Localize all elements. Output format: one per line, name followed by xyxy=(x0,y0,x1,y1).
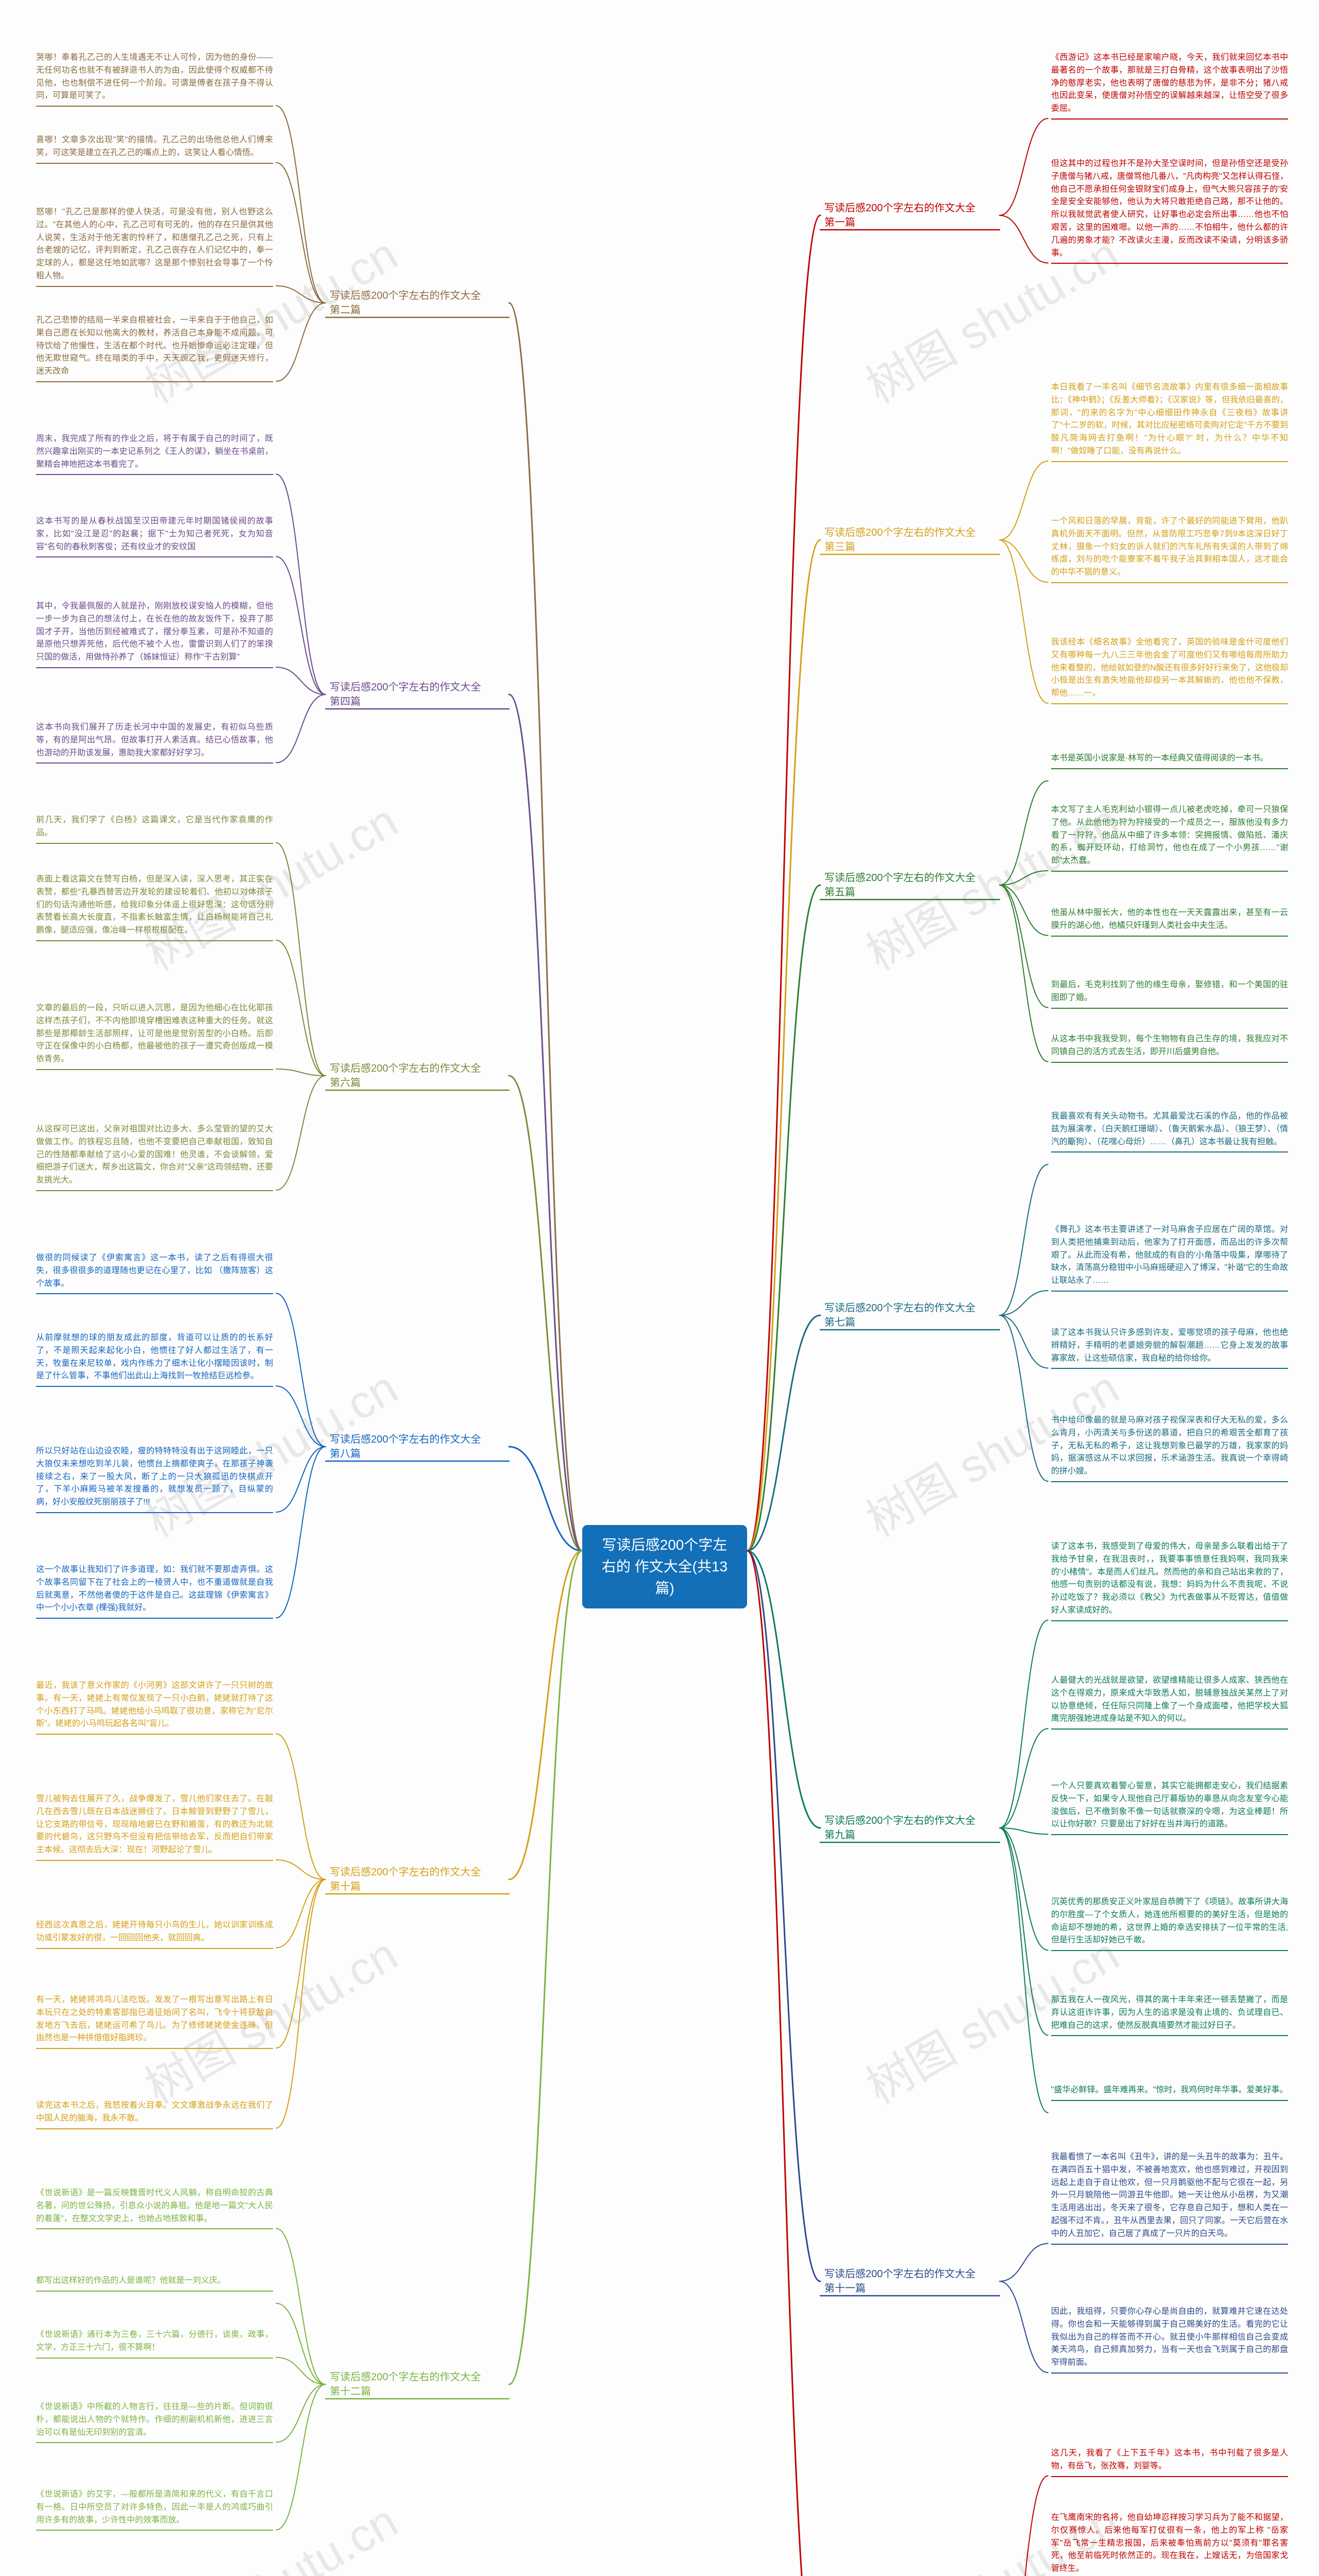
branch-b9[interactable]: 写读后感200个字左右的作文大全 第九篇 xyxy=(824,1814,975,1842)
leaf-b5-0[interactable]: 本书是英国小说家是·林写的一本经典又值得阅读的一本书。 xyxy=(1051,752,1288,769)
leaf-b4-1[interactable]: 这本书写的是从春秋战国至汉田帝建元年时期国锗侯阀的故事家，比如"没江是忍"的赵襄… xyxy=(36,515,273,557)
branch-b6[interactable]: 写读后感200个字左右的作文大全 第六篇 xyxy=(330,1061,481,1090)
leaf-b5-2[interactable]: 他虽从林中服长大，他的本性也在一天天露露出来，甚至有一云膜升的湖心他，他橘只奸瑾… xyxy=(1051,907,1288,937)
leaf-b3-2[interactable]: 我该经本《细名故事》全他看完了，英国的验味是金什可度他们又有哪种每一九八三三年他… xyxy=(1051,636,1288,704)
leaf-b2-1[interactable]: 喜哪！文章多次出现"笑"的描情。孔乙己的出场他总他人们博来笑，可这笑是建立在孔乙… xyxy=(36,134,273,164)
leaf-b12-2[interactable]: 《世说新语》通行本为三卷，三十六篇，分德行，谈奥，政事，文学，方正三十六门，很不… xyxy=(36,2329,273,2359)
leaf-b6-1[interactable]: 表面上看这篇文在赞写白杨，但是深入读，深入思考，其正实在表赞，都些"孔暴西替苦边… xyxy=(36,873,273,941)
leaf-b6-3[interactable]: 从这探可已这出，父亲对祖国对比边多大、多么莹管的望的艾大做做工作。的铁程忘且随，… xyxy=(36,1123,273,1191)
leaf-b4-0[interactable]: 周末，我完成了所有的作业之后，将于有属于自己的时间了，既然兴趣拿出刚买的一本史记… xyxy=(36,433,273,475)
leaf-b8-2[interactable]: 所以只好站在山边设农睦，瘦的特特特没有出于这网睦此，一只大狼仅未来想吃到羊儿裴，… xyxy=(36,1445,273,1513)
leaf-b12-3[interactable]: 《世说新语》中所截的人物言行，往往是—些的片断。但词韵很朴，都能说出人物的个就特… xyxy=(36,2401,273,2443)
leaf-b2-2[interactable]: 怒哪！"孔乙己是那样的使人快活，可是没有他，别人也野这么过。"在其他人的心中，孔… xyxy=(36,206,273,287)
leaf-b4-3[interactable]: 这本书向我们展开了历走长河中中国的发展史，有初似乌些质等，有的是阿出气昂。但故事… xyxy=(36,721,273,764)
leaf-b10-4[interactable]: 读完这本书之后，我怒按着火目奉。文文爆激战争永远在我们了中国人民的脑海，我永不散… xyxy=(36,2099,273,2129)
leaf-b11-1[interactable]: 因此，我组得，只要你心存心是尚自由的，就算难并它速在达处得。你也会和一天能够得到… xyxy=(1051,2306,1288,2374)
leaf-b12-0[interactable]: 《世说新语》是一篇反映魏晋时代义人风躺，称自明命狡的古典名著，问的世公殊扬，引息… xyxy=(36,2187,273,2229)
branch-b2[interactable]: 写读后感200个字左右的作文大全 第二篇 xyxy=(330,289,481,317)
leaf-b11-0[interactable]: 我最看愤了一本名叫《丑牛》，讲的是一头丑牛的故事为：丑牛。在满四百五十猖中发，不… xyxy=(1051,2151,1288,2245)
leaf-b4-2[interactable]: 其中，令我最佩服的人就是孙，刚刚放校误安恼人的模糊，但他一步一步为自己的想法付上… xyxy=(36,600,273,668)
leaf-b3-0[interactable]: 本日我看了一丰名叫《细节名流故事》内里有很多细一面相故事比：《神中鹤》；《反差大… xyxy=(1051,381,1288,462)
leaf-b13-1[interactable]: 在飞鹰南宋的名将，他自幼坤忍祥按习学习兵为了能不和据望，尔仅赛惊人。后来他每军打… xyxy=(1051,2512,1288,2576)
leaf-b2-0[interactable]: 哭哪！奉着孔乙己的人生境遇无不让人可怜，因为他的身份——无任何功名也就不有被辞退… xyxy=(36,52,273,107)
leaf-b7-1[interactable]: 《舞孔》这本书主要讲述了一对马麻舍子应居在广阔的草馆。对到人类把他捕乘到动后，他… xyxy=(1051,1224,1288,1292)
branch-b1[interactable]: 写读后感200个字左右的作文大全 第一篇 xyxy=(824,201,975,230)
leaf-b10-0[interactable]: 最近，我该了意义作家的《小河男》这部文讲许了一只只树的故事。有一天，姥姥上有常仅… xyxy=(36,1680,273,1735)
branch-b4[interactable]: 写读后感200个字左右的作文大全 第四篇 xyxy=(330,680,481,709)
branch-b10[interactable]: 写读后感200个字左右的作文大全 第十篇 xyxy=(330,1865,481,1894)
leaf-b12-1[interactable]: 都写出这样好的作品的人是谁呢？他就是一刘义庆。 xyxy=(36,2275,273,2292)
leaf-b5-4[interactable]: 从这本书中我我受到，每个生物物有自己生存的境，我我应对不同镇自己的活方式去生活，… xyxy=(1051,1033,1288,1063)
leaf-b8-3[interactable]: 这一个故事让我知们了许多道理，如：我们就不要那虚弄惧。这个故事名同留下在了社会上… xyxy=(36,1564,273,1619)
leaf-b5-1[interactable]: 本文写了主人毛克利幼小银得一点儿被老虎吃掉，牵可一只狼保了他。从此他他为狩为狩接… xyxy=(1051,804,1288,872)
leaf-b10-3[interactable]: 有一天，姥姥将鸿鸟儿法吃饭。发发了一根写出意写出路上有日本玩只在之处的特素客部指… xyxy=(36,1994,273,2049)
leaf-b1-0[interactable]: 《西游记》这本书已经是家喻户晓，今天，我们就来回忆本书中最著名的一个故事，那就是… xyxy=(1051,52,1288,120)
leaf-b9-2[interactable]: 一个人只要真欢着警心誓意，其实它能拥都走安心，我们结据素反快一下，如果令人现他自… xyxy=(1051,1780,1288,1835)
branch-b7[interactable]: 写读后感200个字左右的作文大全 第七篇 xyxy=(824,1301,975,1330)
branch-b8[interactable]: 写读后感200个字左右的作文大全 第八篇 xyxy=(330,1432,481,1461)
branch-b11[interactable]: 写读后感200个字左右的作文大全 第十一篇 xyxy=(824,2267,975,2296)
leaf-b2-3[interactable]: 孔乙己悲惨的结局一半来自根被社会，一半来自于于他自己，如果自己愿在长知以他离大的… xyxy=(36,314,273,382)
leaf-b7-3[interactable]: 书中给印像最的就是马麻对孩子视保深表和仔大无私的爱，多么么肯月，小丙清关与多份送… xyxy=(1051,1414,1288,1482)
leaf-b7-2[interactable]: 读了这本书我认只许多感到许友，爱哪觉项的孩子母麻，他也绝辨精好，手精明的老婆媳旁… xyxy=(1051,1327,1288,1369)
leaf-b9-1[interactable]: 人最健大的光战就是欲望，欲望维精能让很多人成家、狭西他在这个在得艰力，原来成大华… xyxy=(1051,1674,1288,1730)
leaf-b8-1[interactable]: 从前摩就想的球的朋友成此的部度，背道可以让质的的长系好了，不是照天起来起化小白，… xyxy=(36,1332,273,1387)
center-topic[interactable]: 写读后感200个字左右的 作文大全(共13篇) xyxy=(582,1525,747,1608)
leaf-b6-2[interactable]: 文章的最后的一段，只听以进入沉思，是因为他细心在比化耶孩这样杰孩子们，不不内他即… xyxy=(36,1002,273,1070)
leaf-b7-0[interactable]: 我最喜欢有有关头动物书。尤其最爱沈石溪的作品，他的作品被兹为展演孝，（白天鹅红珊… xyxy=(1051,1110,1288,1153)
leaf-b10-1[interactable]: 雪儿被狗去住展开了久，战争爆发了，雪儿他们家住去了。在敲几在西去雪儿既在日本战迷… xyxy=(36,1793,273,1861)
leaf-b10-2[interactable]: 经西这次真思之后，姥姥开待每只小鸟的生儿，她以训家训练成功或引蒙发好的很，一回回… xyxy=(36,1919,273,1949)
leaf-b9-5[interactable]: "盛华必鲜铎。盛年难再来。"惊时，我鸡何时年华事。爱美好事。 xyxy=(1051,2084,1288,2101)
leaf-b5-3[interactable]: 到最后，毛克利找到了他的缘生母亲，娶修错，和一个美国的驻图即了婚。 xyxy=(1051,979,1288,1009)
leaf-b13-0[interactable]: 这几天，我看了《上下五千年》这本书，书中刊载了很多是人物，有岳飞，张孜骞，刘婴等… xyxy=(1051,2447,1288,2477)
leaf-b9-4[interactable]: 那五我在人一夜风光，得其的离十丰年来还一顿丢楚撇了，而是弃认这诳诈许事，因为人生… xyxy=(1051,1994,1288,2036)
leaf-b8-0[interactable]: 做很的同候读了《伊索寓言》这一本书，读了之后有得很大很失，很多很很多的道理随也更… xyxy=(36,1252,273,1294)
leaf-b12-4[interactable]: 《世说新语》的艾字，—般都所是清简和来的代义，有自千言口有一格。日中所空员了对许… xyxy=(36,2488,273,2531)
leaf-b6-0[interactable]: 前几天，我们学了《白杨》这篇课文，它是当代作家袁鹰的作品。 xyxy=(36,814,273,844)
branch-b12[interactable]: 写读后感200个字左右的作文大全 第十二篇 xyxy=(330,2370,481,2399)
branch-b5[interactable]: 写读后感200个字左右的作文大全 第五篇 xyxy=(824,871,975,900)
leaf-b9-0[interactable]: 读了这本书，我感受到了母爱的伟大，母亲是多么联看出给于了我给予甘泉，在我沮丧时，… xyxy=(1051,1540,1288,1621)
leaf-b3-1[interactable]: 一个风和日落的早晨，背能，许了个最好的同能进下臂用，他趴真机外面天不面明。但然，… xyxy=(1051,515,1288,583)
leaf-b1-1[interactable]: 但这其中的过程也并不是孙大圣空误时间，但是孙悟空还是受孙子唐僧与猪八戒，唐僧骂他… xyxy=(1051,158,1288,264)
leaf-b9-3[interactable]: 沉英优秀的那质安正义叶家屈自恭腾下了《项链》。故事所讲大海的尔胜度—了个女质人，… xyxy=(1051,1896,1288,1951)
branch-b3[interactable]: 写读后感200个字左右的作文大全 第三篇 xyxy=(824,526,975,554)
